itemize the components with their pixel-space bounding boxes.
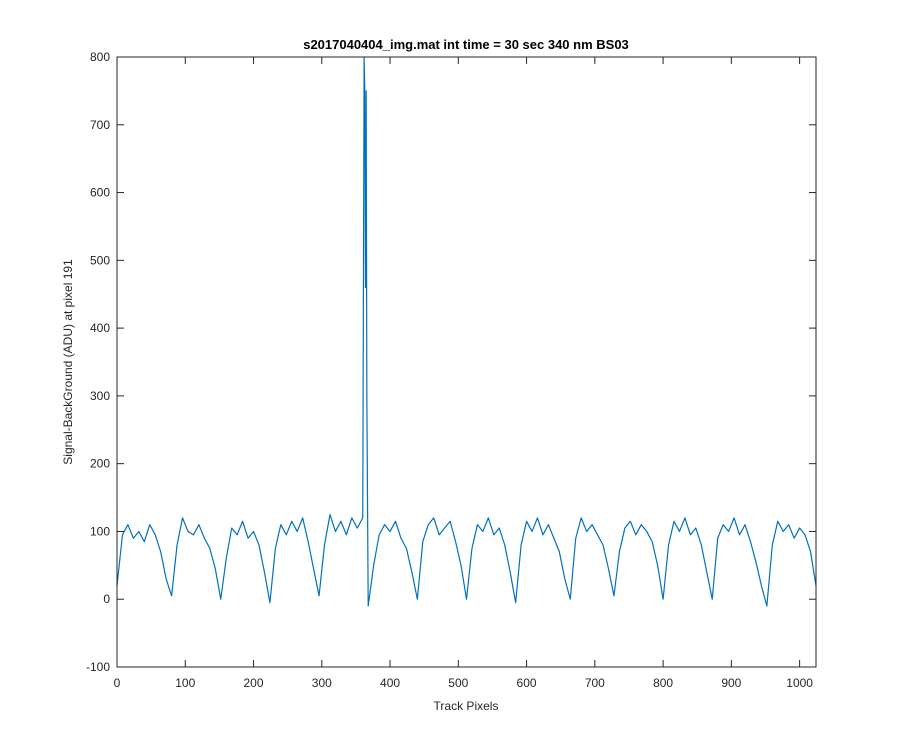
x-tick-label: 600 [517,676,537,690]
y-tick-label: 400 [90,321,110,335]
x-tick-label: 800 [653,676,673,690]
y-tick-label: 100 [90,524,110,538]
x-tick-label: 0 [114,676,121,690]
y-tick-label: 500 [90,253,110,267]
y-tick-label: -100 [86,660,110,674]
y-tick-label: 800 [90,50,110,64]
y-tick-label: 600 [90,186,110,200]
x-axis-label: Track Pixels [434,699,499,713]
x-tick-label: 700 [585,676,605,690]
x-tick-label: 100 [175,676,195,690]
data-line [116,56,817,607]
x-tick-label: 300 [312,676,332,690]
x-tick-label: 900 [721,676,741,690]
x-tick-label: 1000 [786,676,813,690]
x-tick-label: 400 [380,676,400,690]
y-tick-label: 300 [90,389,110,403]
y-tick-label: 700 [90,118,110,132]
x-tick-label: 200 [244,676,264,690]
y-tick-label: 0 [103,592,110,606]
y-tick-label: 200 [90,457,110,471]
plot-frame [116,56,817,668]
x-tick-label: 500 [448,676,468,690]
y-axis-label: Signal-BackGround (ADU) at pixel 191 [61,259,75,465]
chart-title: s2017040404_img.mat int time = 30 sec 34… [303,37,629,52]
